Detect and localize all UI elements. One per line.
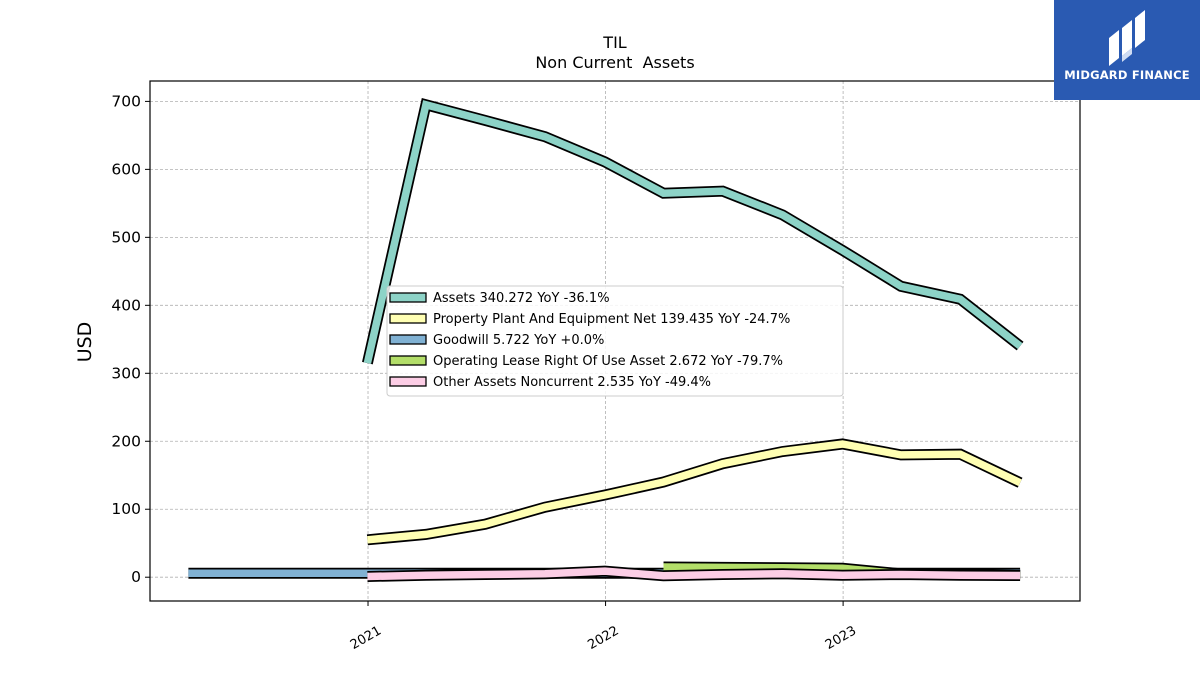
series-other-assets-noncurrent: [367, 565, 1021, 582]
legend-box: [386, 285, 844, 397]
y-tick-label: 700: [111, 92, 141, 110]
x-axis: 2021 2022 2023: [348, 601, 859, 653]
y-tick-label: 300: [111, 364, 141, 382]
y-tick-label: 500: [111, 228, 141, 246]
y-tick-label: 200: [111, 432, 141, 450]
x-tick-label: 2022: [585, 623, 621, 653]
legend-label: Assets 340.272 YoY -36.1%: [433, 291, 610, 306]
legend-swatch: [389, 355, 427, 366]
legend-swatch: [389, 292, 427, 303]
y-axis: 0 100 200 300 400 500 600 700: [111, 92, 150, 586]
y-tick-label: 600: [111, 160, 141, 178]
legend-label: Property Plant And Equipment Net 139.435…: [433, 312, 790, 327]
legend: Assets 340.272 YoY -36.1% Property Plant …: [386, 285, 844, 397]
series-line: [367, 567, 1021, 581]
y-axis-label: USD: [74, 322, 96, 363]
legend-swatch: [389, 334, 427, 345]
y-tick-label: 400: [111, 296, 141, 314]
series-layer: [188, 98, 1024, 582]
series-assets: [362, 98, 1024, 365]
midgard-logo-icon: [1109, 10, 1145, 66]
series-line: [367, 440, 1022, 544]
legend-swatch: [389, 313, 427, 324]
series-property-plant-and-equipment-net: [366, 438, 1023, 546]
brand-logo: MIDGARD FINANCE: [1054, 0, 1200, 100]
brand-name: MIDGARD FINANCE: [1064, 68, 1190, 82]
legend-swatch: [389, 376, 427, 387]
y-tick-label: 0: [131, 568, 141, 586]
x-tick-label: 2023: [823, 623, 859, 653]
chart-subtitle: Non Current Assets: [535, 53, 694, 72]
y-tick-label: 100: [111, 500, 141, 518]
plot-frame: [149, 80, 1081, 602]
legend-label: Goodwill 5.722 YoY +0.0%: [433, 333, 604, 348]
legend-label: Other Assets Noncurrent 2.535 YoY -49.4%: [433, 375, 711, 390]
legend-label: Operating Lease Right Of Use Asset 2.672…: [433, 354, 783, 369]
series-line: [363, 100, 1023, 364]
x-tick-label: 2021: [348, 623, 384, 653]
chart-title: TIL: [602, 33, 626, 52]
